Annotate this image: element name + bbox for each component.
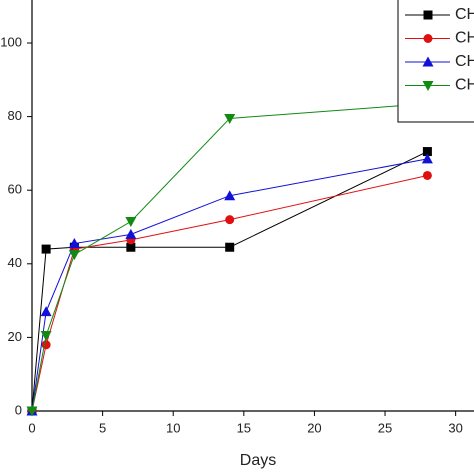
marker (40, 331, 52, 342)
y-tick-label: 0 (15, 402, 22, 417)
x-tick-label: 20 (307, 420, 321, 435)
marker (41, 244, 51, 254)
marker (126, 242, 136, 252)
y-tick-label: 60 (8, 182, 22, 197)
marker (224, 113, 236, 124)
series-line (31, 103, 428, 412)
marker (225, 242, 235, 252)
x-tick-label: 15 (237, 420, 251, 435)
marker (125, 216, 137, 227)
legend-label: CH (455, 6, 474, 23)
marker (40, 306, 52, 317)
series-line (31, 158, 428, 412)
x-axis-label: Days (240, 452, 276, 469)
x-tick-label: 30 (448, 420, 462, 435)
y-tick-label: 20 (8, 329, 22, 344)
x-tick-label: 5 (99, 420, 106, 435)
marker (26, 406, 38, 417)
marker (41, 340, 51, 350)
series-line (31, 174, 428, 412)
marker (68, 250, 80, 261)
legend-box (397, 0, 474, 123)
x-tick-label: 25 (378, 420, 392, 435)
y-tick-label: 80 (8, 108, 22, 123)
legend-label: CH (455, 30, 474, 47)
marker (423, 10, 433, 20)
x-tick-label: 10 (166, 420, 180, 435)
marker (422, 81, 434, 91)
marker (422, 56, 434, 67)
legend-label: CH (455, 77, 474, 94)
legend-label: CH (455, 53, 474, 70)
y-tick-label: 100 (0, 34, 22, 49)
marker (125, 228, 137, 239)
marker (422, 147, 432, 157)
marker (421, 153, 433, 164)
marker (224, 190, 236, 201)
series-line (31, 151, 428, 412)
marker (422, 170, 432, 180)
marker (68, 238, 80, 249)
y-tick-label: 40 (8, 255, 22, 270)
x-tick-label: 0 (28, 420, 35, 435)
marker (423, 34, 433, 43)
marker (225, 215, 235, 225)
